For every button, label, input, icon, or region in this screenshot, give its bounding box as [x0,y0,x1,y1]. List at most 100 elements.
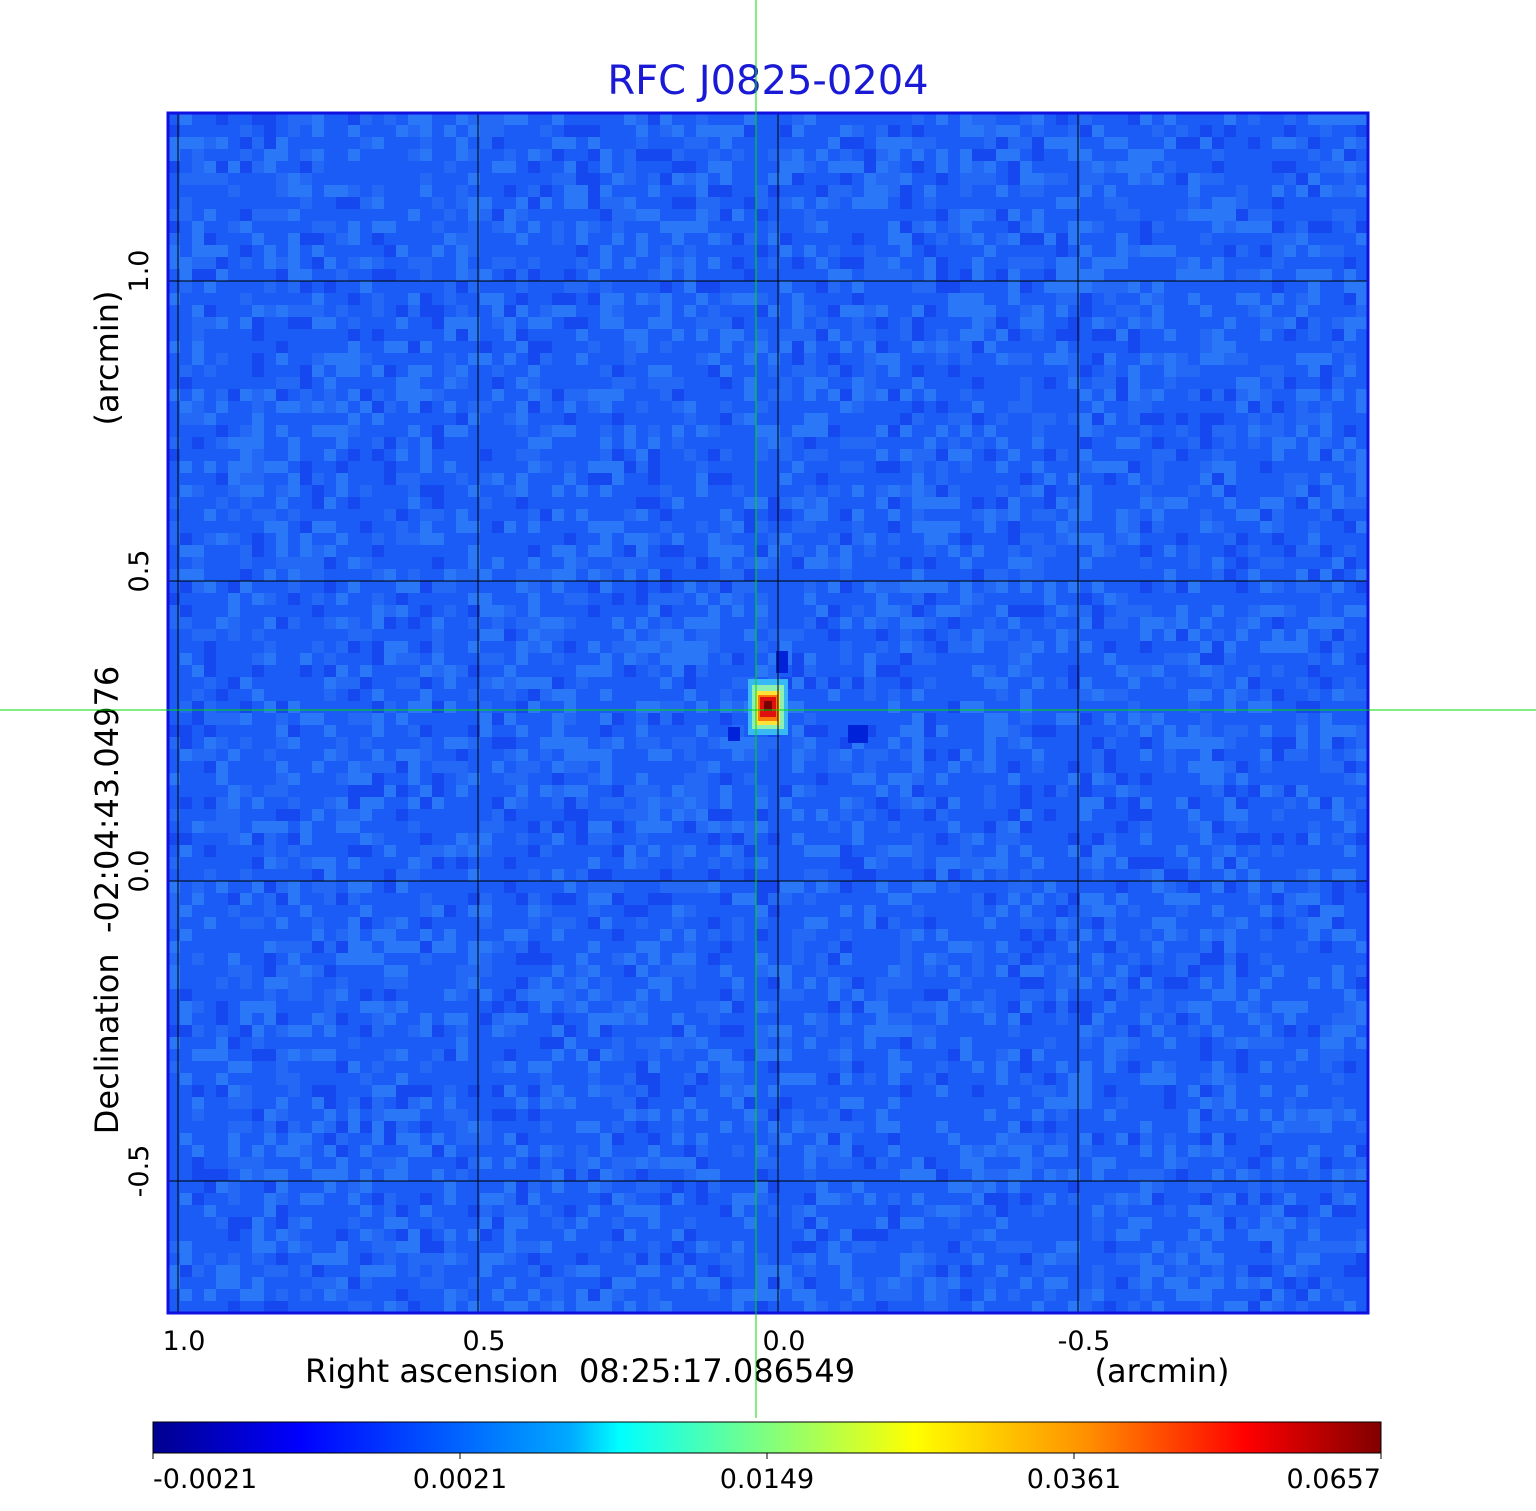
noise-pixel [336,773,348,785]
noise-pixel [840,1277,852,1289]
noise-pixel [948,221,960,233]
noise-pixel [408,821,420,833]
noise-pixel [408,293,420,305]
noise-pixel [336,197,348,209]
noise-pixel [1308,185,1320,197]
noise-pixel [780,497,792,509]
noise-pixel [684,1145,696,1157]
noise-pixel [996,437,1008,449]
noise-pixel [864,245,876,257]
noise-pixel [732,1193,744,1205]
noise-pixel [1008,221,1020,233]
noise-pixel [768,185,780,197]
noise-pixel [732,329,744,341]
noise-pixel [360,389,372,401]
noise-pixel [660,269,672,281]
noise-pixel [852,329,864,341]
noise-pixel [312,857,324,869]
noise-pixel [276,377,288,389]
noise-pixel [672,425,684,437]
noise-pixel [168,437,180,449]
noise-pixel [528,1085,540,1097]
noise-pixel [1140,317,1152,329]
noise-pixel [924,185,936,197]
noise-pixel [312,1169,324,1181]
noise-pixel [924,653,936,665]
noise-pixel [264,989,276,1001]
noise-pixel [1356,1229,1368,1241]
noise-pixel [444,425,456,437]
noise-pixel [984,341,996,353]
noise-pixel [972,665,984,677]
noise-pixel [804,437,816,449]
noise-pixel [624,1013,636,1025]
noise-pixel [504,689,516,701]
noise-pixel [1116,1037,1128,1049]
noise-pixel [864,1001,876,1013]
noise-pixel [1008,521,1020,533]
noise-pixel [264,509,276,521]
noise-pixel [924,1001,936,1013]
noise-pixel [792,173,804,185]
noise-pixel [756,593,768,605]
noise-pixel [840,809,852,821]
noise-pixel [168,149,180,161]
noise-pixel [984,1289,996,1301]
noise-pixel [552,653,564,665]
noise-pixel [672,173,684,185]
noise-pixel [1308,905,1320,917]
noise-pixel [1332,929,1344,941]
noise-pixel [288,257,300,269]
noise-pixel [612,317,624,329]
noise-pixel [1308,281,1320,293]
noise-pixel [1236,761,1248,773]
noise-pixel [612,1169,624,1181]
noise-pixel [744,1193,756,1205]
noise-pixel [1020,221,1032,233]
noise-pixel [1032,1085,1044,1097]
noise-pixel [720,1121,732,1133]
noise-pixel [1332,965,1344,977]
noise-pixel [672,1229,684,1241]
noise-pixel [540,641,552,653]
noise-pixel [432,1241,444,1253]
noise-pixel [1308,665,1320,677]
noise-pixel [672,545,684,557]
noise-pixel [816,449,828,461]
noise-pixel [696,653,708,665]
noise-pixel [444,941,456,953]
noise-pixel [420,485,432,497]
noise-pixel [1308,389,1320,401]
noise-pixel [468,281,480,293]
noise-pixel [996,317,1008,329]
noise-pixel [1068,977,1080,989]
noise-pixel [348,929,360,941]
noise-pixel [936,869,948,881]
noise-pixel [1128,209,1140,221]
noise-pixel [480,449,492,461]
source-emission [728,651,868,743]
noise-pixel [540,1169,552,1181]
noise-pixel [1152,1073,1164,1085]
noise-pixel [540,437,552,449]
noise-pixel [1128,953,1140,965]
noise-pixel [744,737,756,749]
noise-pixel [204,1253,216,1265]
noise-pixel [516,449,528,461]
noise-pixel [576,221,588,233]
noise-pixel [852,797,864,809]
noise-pixel [972,1229,984,1241]
noise-pixel [840,929,852,941]
noise-pixel [636,497,648,509]
noise-pixel [888,1049,900,1061]
noise-pixel [936,329,948,341]
noise-pixel [984,1205,996,1217]
noise-pixel [684,941,696,953]
noise-pixel [1260,761,1272,773]
noise-pixel [396,521,408,533]
noise-pixel [324,1013,336,1025]
noise-pixel [324,1133,336,1145]
noise-pixel [456,857,468,869]
noise-pixel [840,857,852,869]
noise-pixel [660,965,672,977]
